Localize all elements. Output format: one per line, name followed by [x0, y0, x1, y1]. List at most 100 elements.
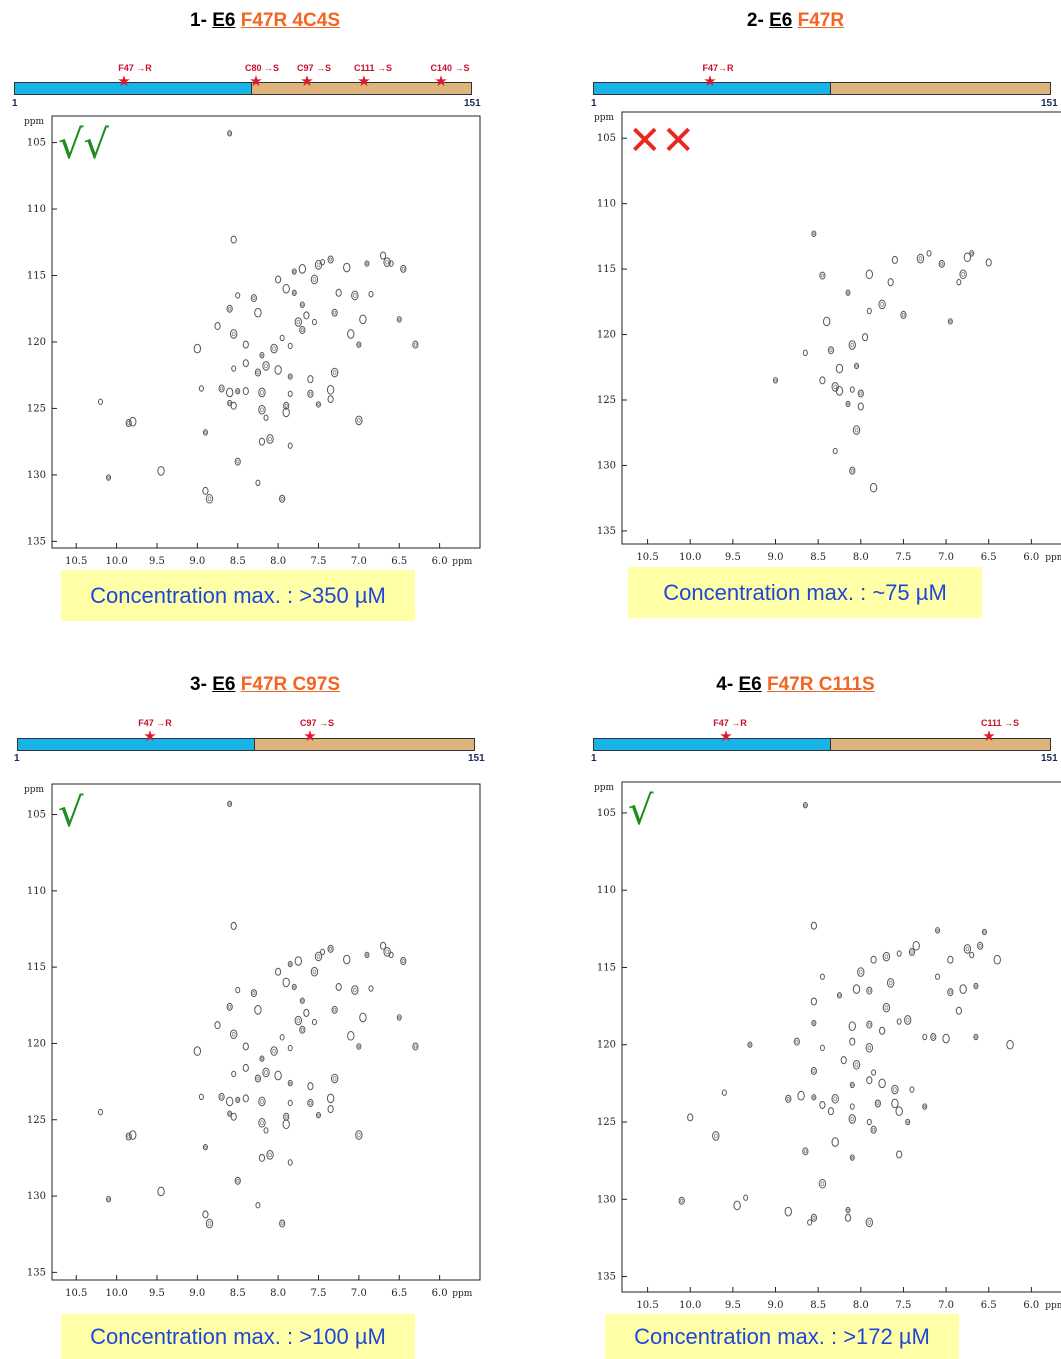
nmr-peak	[258, 1117, 266, 1128]
nmr-peak	[282, 407, 290, 418]
nmr-peak	[230, 921, 237, 930]
nmr-peak	[355, 1130, 363, 1140]
nmr-peak	[810, 1213, 817, 1222]
nmr-peak	[959, 984, 967, 994]
nmr-peak	[922, 1103, 928, 1110]
y-axis-label: ppm	[594, 783, 615, 793]
nmr-peak	[956, 278, 962, 286]
nmr-peak	[963, 944, 972, 954]
y-tick-label: 135	[27, 536, 46, 547]
x-tick-label: 9.0	[189, 556, 205, 567]
x-tick-label: 7.5	[311, 1288, 327, 1299]
panel-number: 2-	[746, 10, 764, 31]
nmr-peak	[242, 340, 249, 349]
nmr-peak	[106, 1195, 112, 1203]
y-axis-label: ppm	[24, 785, 45, 795]
mutation-label: F47 →R	[138, 718, 172, 728]
x-tick-label: 9.5	[149, 556, 165, 567]
nmr-peak	[255, 1202, 261, 1209]
nmr-peak	[205, 493, 214, 504]
mutation-label: C111 →S	[980, 718, 1020, 728]
nmr-peak	[255, 479, 261, 487]
nmr-peak	[935, 973, 941, 980]
nmr-peak	[315, 401, 321, 408]
nmr-peak	[810, 1066, 817, 1076]
nmr-peak	[874, 1099, 881, 1108]
nmr-peak	[916, 253, 925, 264]
nmr-peak	[310, 966, 319, 977]
x-tick-label: 10.5	[636, 552, 658, 563]
y-tick-label: 125	[597, 395, 616, 406]
x-tick-label: 6.0	[1023, 1300, 1039, 1311]
sequence-bar	[17, 738, 475, 751]
sequence-start: 1	[591, 98, 597, 109]
nmr-peak	[882, 951, 891, 962]
nmr-peak	[947, 318, 953, 325]
y-tick-label: 105	[597, 808, 616, 819]
panel-number: 4-	[716, 674, 734, 695]
nmr-peak	[396, 316, 402, 323]
nmr-peak	[845, 1206, 851, 1214]
nmr-peak	[849, 1154, 855, 1161]
nmr-peak	[811, 1019, 817, 1027]
nmr-peak	[226, 1002, 233, 1011]
x-tick-label: 9.5	[725, 1300, 741, 1311]
nmr-peak	[903, 1015, 912, 1025]
nmr-peak	[307, 1098, 314, 1107]
nmr-peak	[355, 415, 363, 426]
nmr-peak	[678, 1196, 685, 1205]
nmr-peak	[327, 395, 334, 404]
x-tick-label: 10.5	[65, 556, 87, 567]
plot-frame	[51, 115, 481, 549]
x-tick-label: 10.5	[636, 1300, 658, 1311]
y-tick-label: 125	[597, 1117, 616, 1128]
x-tick-label: 8.5	[230, 556, 246, 567]
nmr-peak	[835, 386, 844, 396]
nmr-peak	[785, 1094, 792, 1103]
y-tick-label: 115	[27, 271, 46, 282]
nmr-peak	[827, 1107, 835, 1116]
x-axis-label: ppm	[452, 1289, 473, 1299]
nmr-peak	[848, 340, 856, 350]
plot-frame	[621, 781, 1061, 1293]
mutation-name: F47R 4C4S	[240, 10, 340, 31]
nmr-peak	[287, 1079, 293, 1087]
nmr-peak	[969, 250, 975, 257]
nmr-peak	[938, 259, 945, 268]
x-tick-label: 10.0	[105, 556, 127, 567]
nmr-peak	[330, 367, 339, 378]
panel-title: 4- E6 F47R C111S	[530, 674, 1061, 696]
nmr-peak	[866, 307, 872, 315]
nmr-peak	[202, 1144, 208, 1151]
nmr-peak	[818, 1178, 827, 1189]
x-axis-label: ppm	[1045, 1301, 1061, 1311]
nmr-peak	[797, 1090, 805, 1101]
y-tick-label: 130	[27, 1191, 46, 1202]
nmr-peak	[985, 258, 992, 267]
nmr-peak	[973, 1033, 979, 1041]
nmr-peak	[773, 377, 779, 384]
nmr-peak	[303, 1008, 310, 1017]
y-tick-label: 120	[597, 330, 616, 341]
nmr-peak	[891, 1098, 899, 1109]
nmr-peak	[311, 318, 317, 326]
nmr-peak	[279, 334, 285, 342]
mutation-star-icon: ★	[117, 73, 131, 90]
nmr-peak	[1006, 1039, 1014, 1050]
nmr-peak	[712, 1131, 720, 1141]
nmr-peak	[242, 359, 249, 368]
mutation-label: C97 →S	[299, 718, 335, 728]
nmr-peak	[227, 800, 233, 808]
nmr-peak	[263, 414, 269, 421]
x-tick-label: 8.5	[810, 552, 826, 563]
mutation-label: F47 →R	[118, 63, 152, 73]
x-tick-label: 7.5	[311, 556, 327, 567]
nmr-peak	[368, 985, 374, 992]
nmr-peak	[784, 1206, 793, 1217]
nmr-peak	[840, 1056, 847, 1065]
nmr-peak	[259, 352, 265, 359]
nmr-peak	[912, 940, 920, 951]
nmr-peak	[359, 1012, 367, 1023]
nmr-peak	[819, 973, 825, 980]
nmr-peak	[802, 349, 808, 357]
